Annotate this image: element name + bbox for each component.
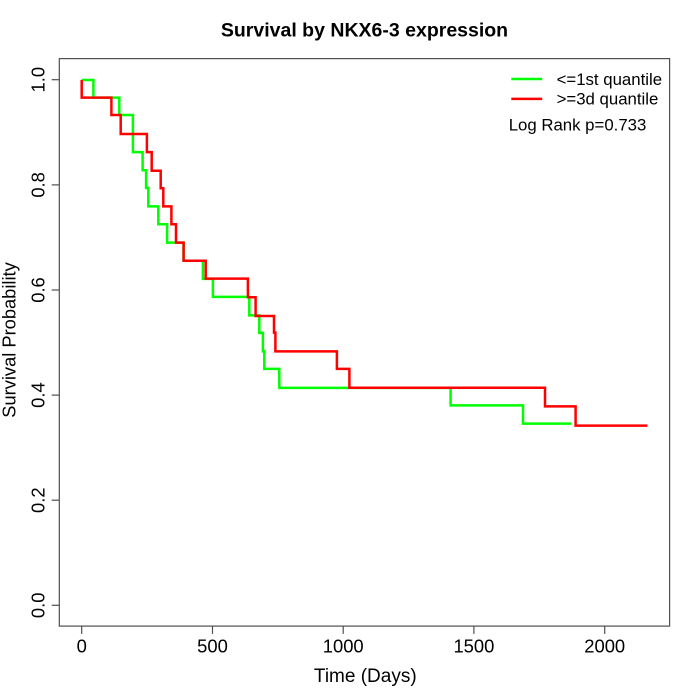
svg-text:1500: 1500 (453, 635, 494, 656)
svg-text:1000: 1000 (323, 635, 364, 656)
svg-text:Survival Probability: Survival Probability (0, 261, 20, 417)
svg-text:500: 500 (197, 635, 228, 656)
svg-text:2000: 2000 (584, 635, 625, 656)
svg-text:0.6: 0.6 (27, 277, 48, 303)
svg-text:>=3d quantile: >=3d quantile (557, 90, 659, 109)
svg-text:0.4: 0.4 (27, 382, 48, 408)
svg-text:0.8: 0.8 (27, 172, 48, 198)
svg-text:<=1st quantile: <=1st quantile (557, 70, 662, 89)
svg-text:Log Rank p=0.733: Log Rank p=0.733 (509, 116, 647, 135)
svg-text:Survival by NKX6-3 expression: Survival by NKX6-3 expression (221, 19, 508, 41)
svg-text:Time (Days): Time (Days) (314, 666, 417, 687)
svg-text:0.2: 0.2 (27, 487, 48, 513)
svg-text:0: 0 (77, 635, 87, 656)
svg-text:1.0: 1.0 (27, 67, 48, 93)
svg-text:0.0: 0.0 (27, 593, 48, 619)
